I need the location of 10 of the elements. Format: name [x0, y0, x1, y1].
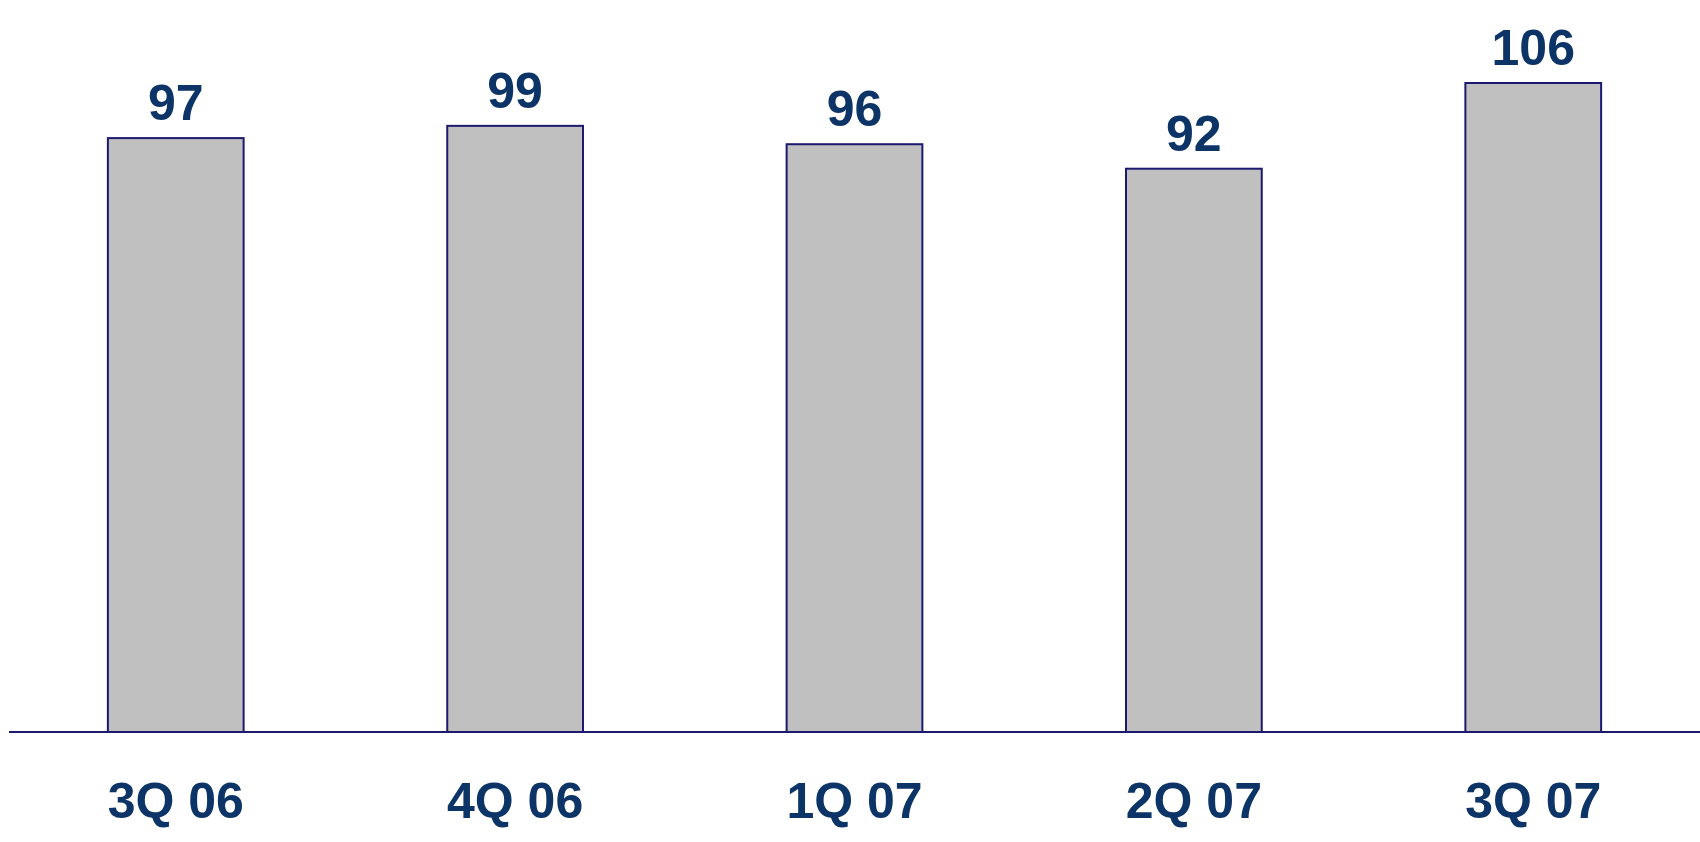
x-tick-label: 1Q 07 [786, 773, 923, 829]
x-tick-label: 3Q 06 [107, 773, 244, 829]
data-label: 92 [1166, 105, 1222, 162]
x-tick-label: 2Q 07 [1125, 773, 1262, 829]
x-tick-label: 4Q 06 [447, 773, 584, 829]
data-label: 96 [826, 81, 883, 138]
x-tick-label: 3Q 07 [1465, 773, 1602, 829]
data-label: 97 [147, 75, 204, 132]
data-label: 99 [487, 62, 543, 119]
data-label: 106 [1491, 20, 1575, 76]
